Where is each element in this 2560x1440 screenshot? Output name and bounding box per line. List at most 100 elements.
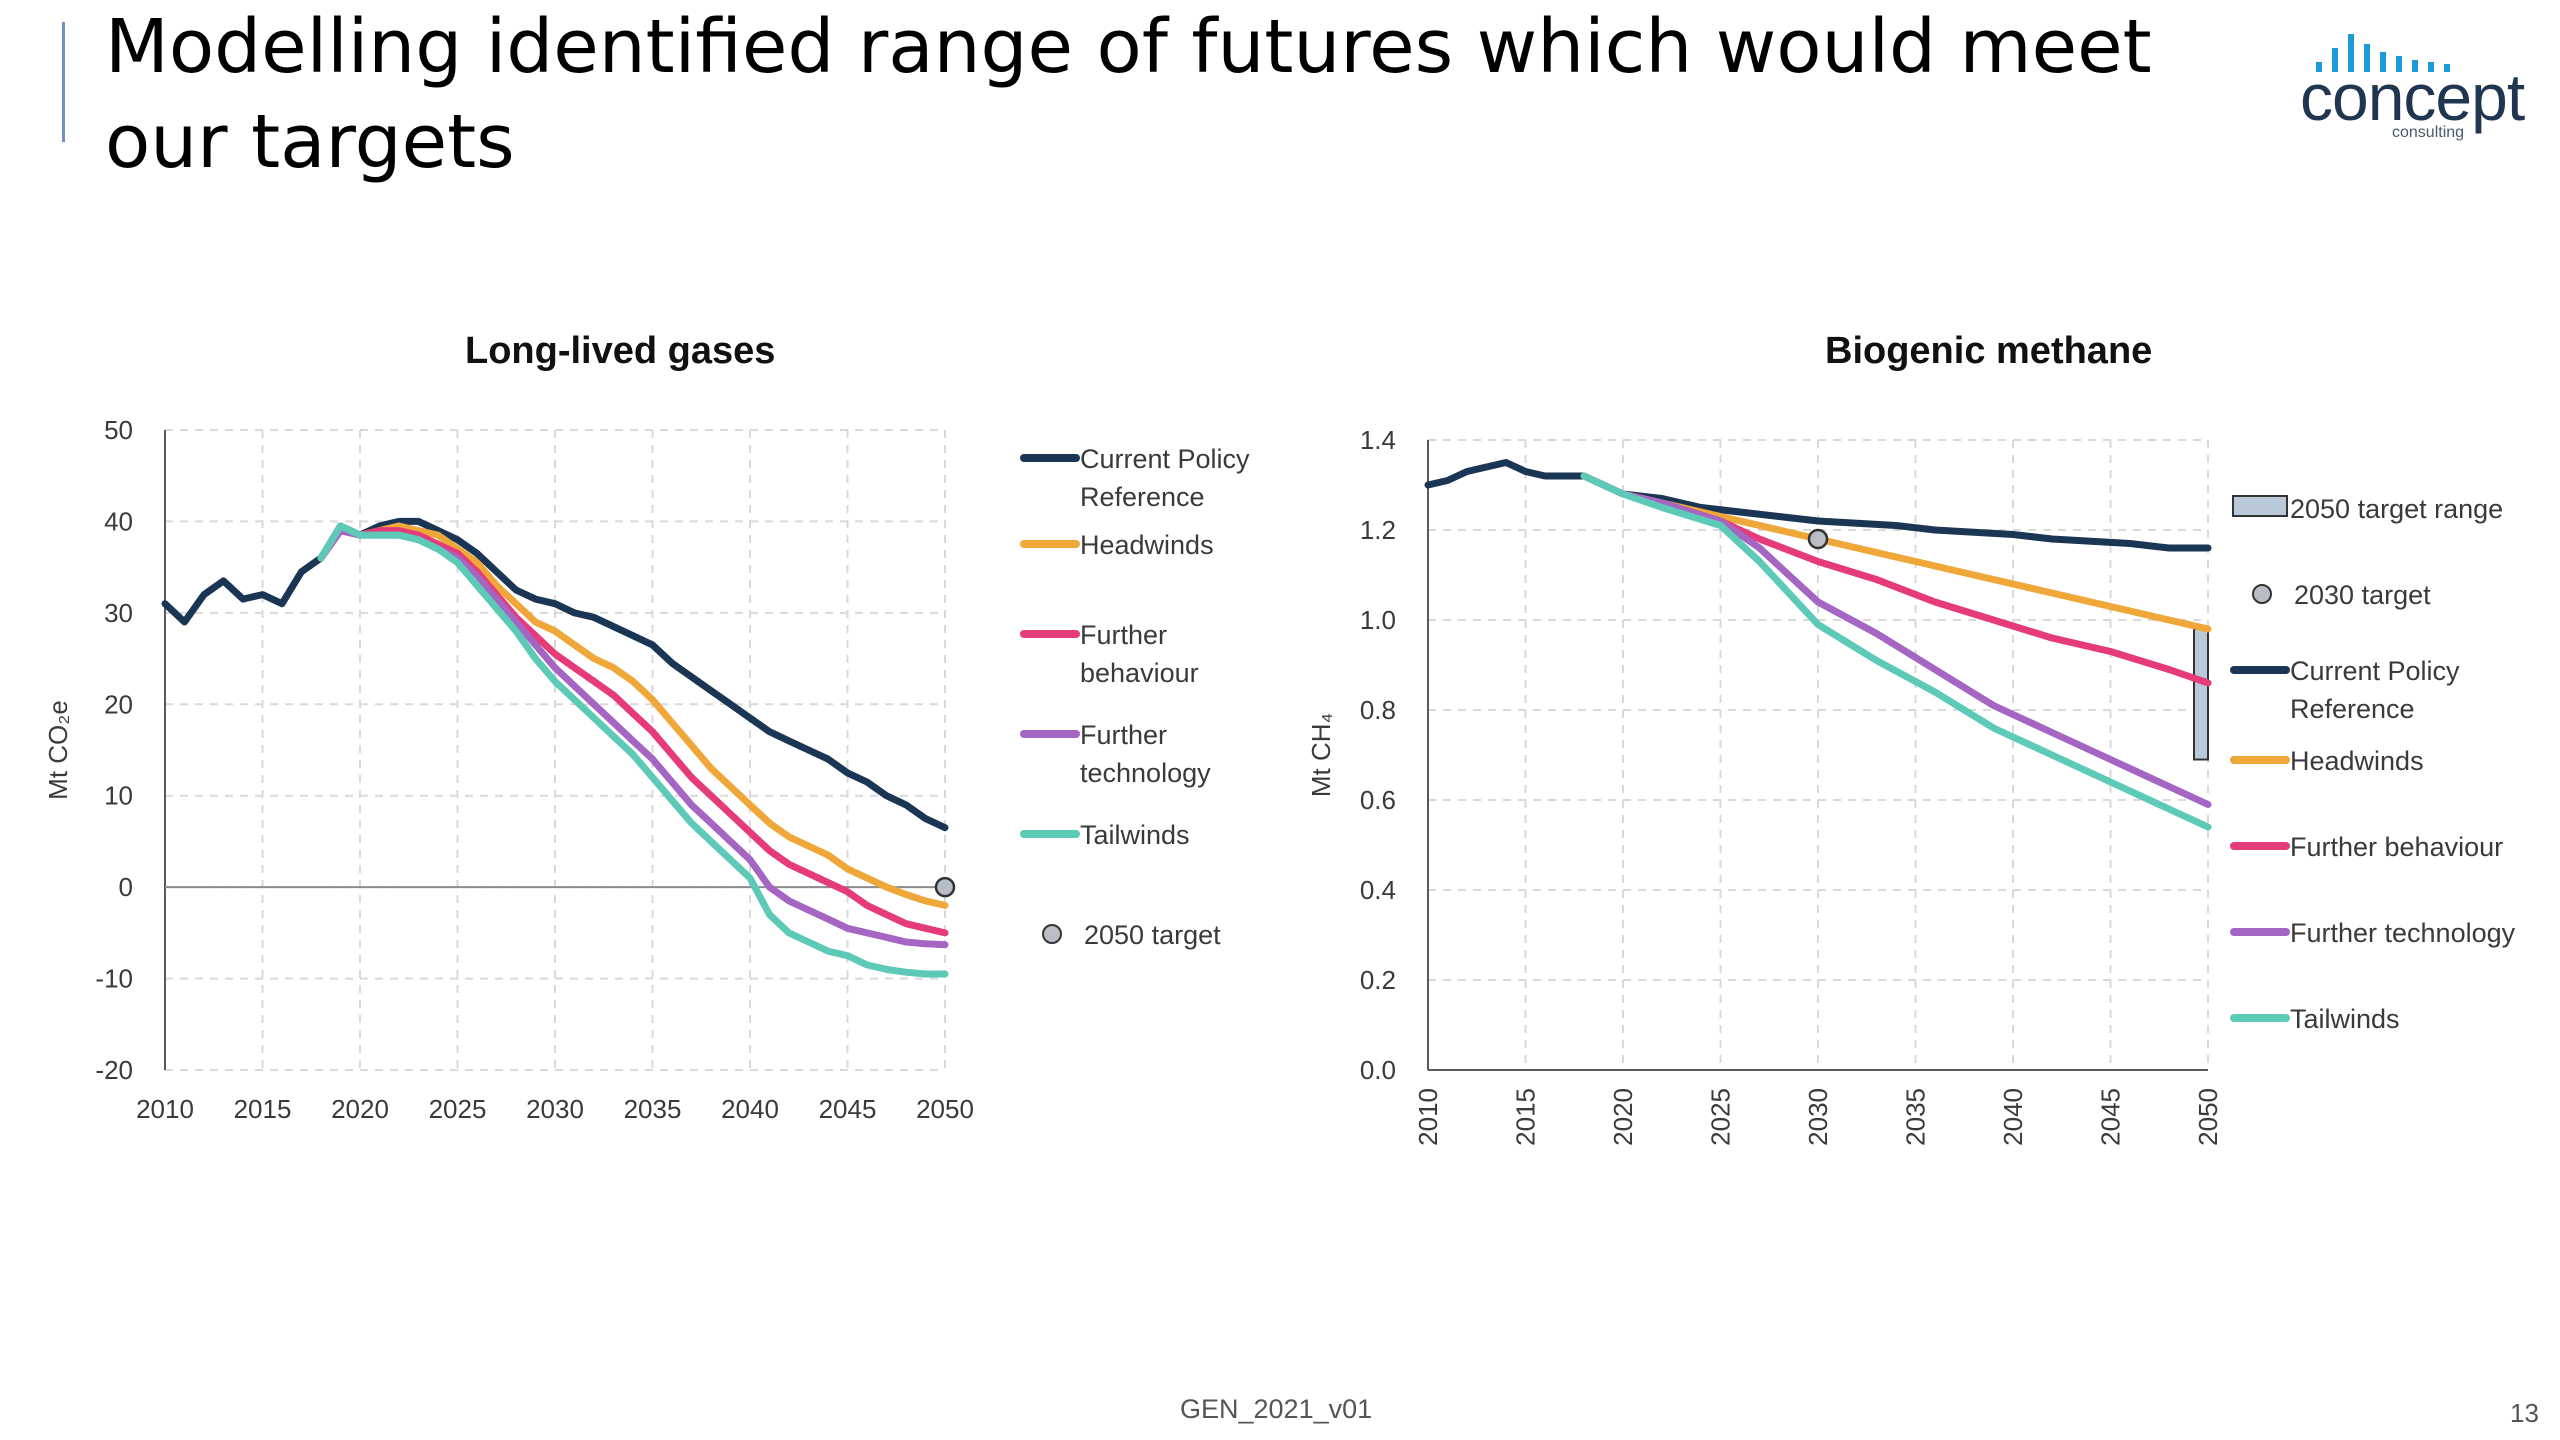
x-tick-label: 2015: [1511, 1088, 1541, 1146]
legend-label-line: Headwinds: [1080, 530, 1214, 560]
page-number: 13: [2510, 1398, 2539, 1428]
legend-label: Headwinds: [2290, 742, 2424, 780]
legend-range-box-icon: [2232, 495, 2288, 517]
logo-subtext: consulting: [2392, 124, 2465, 141]
legend-item-further-behaviour: Further behaviour: [2230, 828, 2503, 866]
legend-label-line: Current Policy: [1080, 444, 1250, 474]
legend-item-current-policy-reference: Current Policy Reference: [2230, 652, 2460, 728]
y-tick-label: 0.2: [1360, 965, 1396, 995]
legend-swatch: [1020, 454, 1080, 462]
legend-label: Further behaviour: [1080, 616, 1199, 692]
y-tick-label: 1.2: [1360, 515, 1396, 545]
legend-swatch: [1020, 630, 1080, 638]
series-line-further-behaviour: [317, 527, 949, 937]
concept-consulting-logo: concept consulting: [2290, 20, 2550, 150]
x-tick-label: 2010: [136, 1094, 194, 1124]
legend-label: Current Policy Reference: [2290, 652, 2460, 728]
y-tick-label: -20: [95, 1055, 133, 1085]
legend-item-2050-target-range: 2050 target range: [2230, 490, 2503, 528]
legend-item-2050-target: 2050 target: [1020, 916, 1221, 954]
legend-item-tailwinds: Tailwinds: [2230, 1000, 2400, 1038]
chart-title-biogenic-methane: Biogenic methane: [1825, 330, 2153, 372]
legend-swatch: [2230, 928, 2290, 936]
x-tick-label: 2030: [526, 1094, 584, 1124]
legend-label-line: Further: [1080, 620, 1168, 650]
x-tick-label: 2020: [1608, 1088, 1638, 1146]
legend-label-line: Further technology: [2290, 918, 2516, 948]
legend-item-current-policy-reference: Current Policy Reference: [1020, 440, 1250, 516]
x-tick-label: 2045: [2096, 1088, 2126, 1146]
series-line-further-technology: [1580, 472, 2212, 808]
legend-label: 2030 target: [2294, 576, 2431, 614]
x-tick-label: 2015: [234, 1094, 292, 1124]
y-tick-label: 1.0: [1360, 605, 1396, 635]
legend-label: Further technology: [2290, 914, 2515, 952]
legend-label-line: Further behaviour: [2290, 832, 2504, 862]
legend-label: Headwinds: [1080, 526, 1214, 564]
legend-label: Tailwinds: [1080, 816, 1190, 854]
target-range-bar: [2193, 628, 2209, 761]
y-tick-label: 0.0: [1360, 1055, 1396, 1085]
logo-bars-icon: [2316, 34, 2450, 72]
legend-item-further-technology: Further technology: [1020, 716, 1211, 792]
long-lived-gases-chart: 2010 2015 2020 2025 2030 2035 2040 2045 20505040…: [43, 415, 974, 1124]
logo-wordmark: concept: [2300, 60, 2525, 134]
series-line-current-policy-reference: [161, 517, 949, 832]
y-tick-label: 1.4: [1360, 425, 1396, 455]
y-tick-label: -10: [95, 964, 133, 994]
legend-swatch: [1020, 830, 1080, 838]
legend-label: Further behaviour: [2290, 828, 2503, 866]
biogenic-methane-chart: 2010 2015 2020 2025 2030 2035 2040 2045 2050 1.4 1…: [1306, 425, 2223, 1146]
legend-label-line: 2050 target range: [2290, 494, 2504, 524]
x-tick-label: 2030: [1803, 1088, 1833, 1146]
legend-label: Further technology: [1080, 716, 1211, 792]
x-tick-label: 2050: [2193, 1088, 2223, 1146]
y-tick-label: 50: [104, 415, 133, 445]
x-tick-label: 2025: [1706, 1088, 1736, 1146]
legend-swatch: [2230, 1014, 2290, 1022]
target-marker-2030-target: [1807, 528, 1829, 550]
y-tick-label: 20: [104, 689, 133, 719]
x-tick-label: 2020: [331, 1094, 389, 1124]
legend-item-headwinds: Headwinds: [2230, 742, 2424, 780]
legend-target-dot-icon: [1042, 924, 1062, 944]
target-marker-2050-target: [934, 876, 956, 898]
legend-label-line: technology: [1080, 758, 1211, 788]
legend-item-headwinds: Headwinds: [1020, 526, 1214, 564]
x-tick-label: 2025: [429, 1094, 487, 1124]
series-line-current-policy-reference: [1424, 459, 2212, 552]
footer-document-code: GEN_2021_v01: [1180, 1394, 1373, 1424]
long-lived-gases-legend: Current Policy Reference Headwinds Further b…: [1020, 440, 1320, 1000]
y-tick-label: 0.6: [1360, 785, 1396, 815]
x-tick-label: 2045: [819, 1094, 877, 1124]
series-line-tailwinds: [317, 522, 949, 978]
legend-item-2030-target: 2030 target: [2230, 576, 2431, 614]
y-tick-label: 0.4: [1360, 875, 1396, 905]
y-tick-label: 30: [104, 598, 133, 628]
legend-label-line: 2050 target: [1084, 920, 1221, 950]
y-tick-label: 40: [104, 506, 133, 536]
legend-label: 2050 target: [1084, 916, 1221, 954]
legend-label-line: Further: [1080, 720, 1168, 750]
x-tick-label: 2040: [1998, 1088, 2028, 1146]
legend-label-line: Headwinds: [2290, 746, 2424, 776]
legend-label: 2050 target range: [2290, 490, 2503, 528]
legend-item-further-technology: Further technology: [2230, 914, 2515, 952]
y-tick-label: 10: [104, 781, 133, 811]
legend-swatch: [2230, 666, 2290, 674]
chart-title-long-lived-gases: Long-lived gases: [465, 330, 776, 372]
legend-item-tailwinds: Tailwinds: [1020, 816, 1190, 854]
y-tick-label: 0: [119, 872, 133, 902]
legend-target-dot-icon: [2252, 584, 2272, 604]
legend-swatch: [1020, 730, 1080, 738]
x-tick-label: 2050: [916, 1094, 974, 1124]
series-line-headwinds: [317, 522, 949, 909]
legend-label: Current Policy Reference: [1080, 440, 1250, 516]
x-tick-label: 2035: [624, 1094, 682, 1124]
x-tick-label: 2010: [1413, 1088, 1443, 1146]
legend-label-line: Tailwinds: [2290, 1004, 2400, 1034]
y-axis-label: Mt CH₄: [1306, 713, 1336, 797]
y-axis-label: Mt CO₂e: [43, 700, 73, 800]
legend-label-line: behaviour: [1080, 658, 1199, 688]
legend-label-line: 2030 target: [2294, 580, 2431, 610]
